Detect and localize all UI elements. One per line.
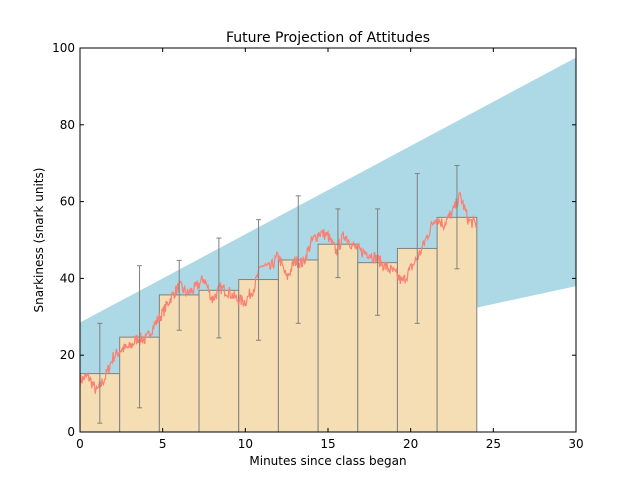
chart-title: Future Projection of Attitudes [226, 30, 430, 46]
x-tick-label: 15 [320, 437, 335, 451]
axes: 0 5 10 15 20 25 30 0 20 40 60 80 100 [52, 41, 584, 451]
x-tick-label: 30 [568, 437, 583, 451]
y-tick-label: 40 [60, 271, 75, 285]
y-tick-label: 100 [52, 41, 75, 55]
x-tick-label: 25 [486, 437, 501, 451]
x-axis-label: Minutes since class began [249, 454, 406, 468]
y-tick-label: 60 [60, 195, 75, 209]
x-tick-label: 10 [238, 437, 253, 451]
x-tick-label: 20 [403, 437, 418, 451]
y-tick-label: 80 [60, 118, 75, 132]
plot-area [80, 57, 576, 432]
y-tick-label: 20 [60, 348, 75, 362]
snark-line [80, 191, 478, 394]
x-tick-label: 0 [76, 437, 84, 451]
y-axis-label: Snarkiness (snark units) [32, 168, 46, 313]
x-tick-label: 5 [159, 437, 167, 451]
y-tick-label: 0 [67, 425, 75, 439]
